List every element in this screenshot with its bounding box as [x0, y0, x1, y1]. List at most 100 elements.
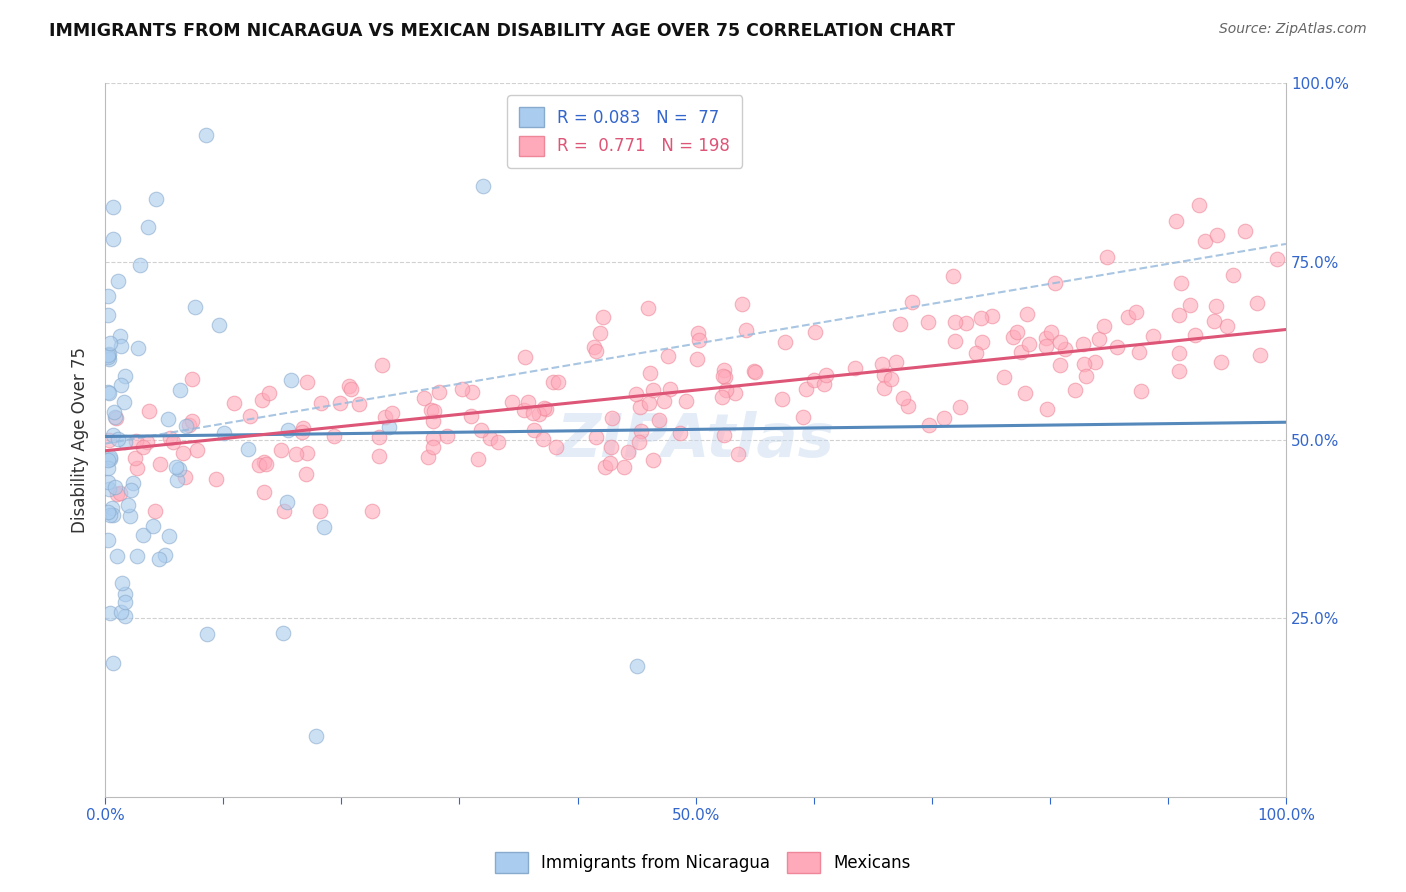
- Point: [208, 318, 231, 333]
- Point: [486, 435, 509, 450]
- Point: [585, 430, 607, 444]
- Point: [813, 376, 835, 391]
- Point: [98, 508, 121, 523]
- Point: [100, 501, 122, 516]
- Point: [536, 402, 558, 417]
- Point: [104, 480, 127, 494]
- Point: [773, 334, 796, 349]
- Point: [1116, 310, 1139, 324]
- Point: [1246, 296, 1268, 310]
- Point: [422, 414, 444, 428]
- Point: [97, 289, 120, 303]
- Point: [98, 607, 121, 621]
- Point: [97, 453, 120, 467]
- Point: [145, 192, 167, 206]
- Point: [917, 417, 939, 432]
- Point: [145, 504, 167, 518]
- Point: [125, 549, 148, 564]
- Point: [547, 375, 569, 389]
- Point: [932, 410, 955, 425]
- Point: [1184, 328, 1206, 343]
- Point: [637, 396, 659, 410]
- Y-axis label: Disability Age Over 75: Disability Age Over 75: [72, 347, 89, 533]
- Point: [917, 315, 939, 329]
- Point: [180, 414, 202, 428]
- Point: [1167, 364, 1189, 378]
- Point: [273, 504, 295, 518]
- Point: [280, 373, 302, 387]
- Point: [970, 335, 993, 350]
- Point: [1064, 383, 1087, 397]
- Point: [1188, 198, 1211, 212]
- Point: [1211, 355, 1233, 369]
- Point: [531, 432, 554, 446]
- Point: [179, 418, 201, 433]
- Point: [901, 294, 924, 309]
- Point: [368, 430, 391, 444]
- Point: [713, 427, 735, 442]
- Point: [105, 549, 128, 563]
- Point: [595, 459, 617, 474]
- Point: [101, 656, 124, 670]
- Point: [111, 575, 134, 590]
- Point: [1164, 214, 1187, 228]
- Point: [423, 404, 446, 418]
- Point: [814, 368, 837, 382]
- Point: [546, 441, 568, 455]
- Point: [347, 397, 370, 411]
- Point: [98, 336, 121, 351]
- Point: [470, 423, 492, 437]
- Point: [1073, 337, 1095, 351]
- Point: [949, 400, 972, 414]
- Point: [120, 483, 142, 497]
- Point: [688, 333, 710, 347]
- Point: [312, 519, 335, 533]
- Point: [184, 300, 207, 314]
- Point: [124, 450, 146, 465]
- Point: [628, 435, 651, 450]
- Point: [804, 325, 827, 339]
- Point: [159, 432, 181, 446]
- Point: [98, 451, 121, 466]
- Point: [97, 505, 120, 519]
- Point: [114, 587, 136, 601]
- Point: [648, 412, 671, 426]
- Point: [104, 410, 127, 425]
- Point: [770, 392, 793, 406]
- Point: [522, 406, 544, 420]
- Point: [186, 443, 208, 458]
- Point: [297, 376, 319, 390]
- Point: [129, 258, 152, 272]
- Point: [1010, 345, 1032, 359]
- Point: [360, 504, 382, 518]
- Point: [291, 425, 314, 439]
- Point: [169, 462, 191, 476]
- Point: [165, 460, 187, 475]
- Point: [97, 347, 120, 361]
- Point: [713, 363, 735, 377]
- Point: [970, 311, 993, 326]
- Point: [592, 310, 614, 325]
- Text: IMMIGRANTS FROM NICARAGUA VS MEXICAN DISABILITY AGE OVER 75 CORRELATION CHART: IMMIGRANTS FROM NICARAGUA VS MEXICAN DIS…: [49, 22, 955, 40]
- Point: [157, 529, 180, 543]
- Point: [97, 461, 120, 475]
- Point: [309, 504, 332, 518]
- Point: [630, 424, 652, 438]
- Point: [955, 316, 977, 330]
- Point: [744, 366, 766, 380]
- Point: [174, 470, 197, 484]
- Point: [891, 391, 914, 405]
- Point: [112, 394, 135, 409]
- Point: [533, 401, 555, 416]
- Point: [97, 385, 120, 400]
- Point: [101, 232, 124, 246]
- Point: [523, 423, 546, 437]
- Point: [98, 352, 121, 367]
- Point: [412, 392, 434, 406]
- Point: [652, 394, 675, 409]
- Point: [104, 410, 127, 425]
- Point: [374, 410, 396, 425]
- Point: [422, 431, 444, 445]
- Point: [1097, 251, 1119, 265]
- Point: [205, 472, 228, 486]
